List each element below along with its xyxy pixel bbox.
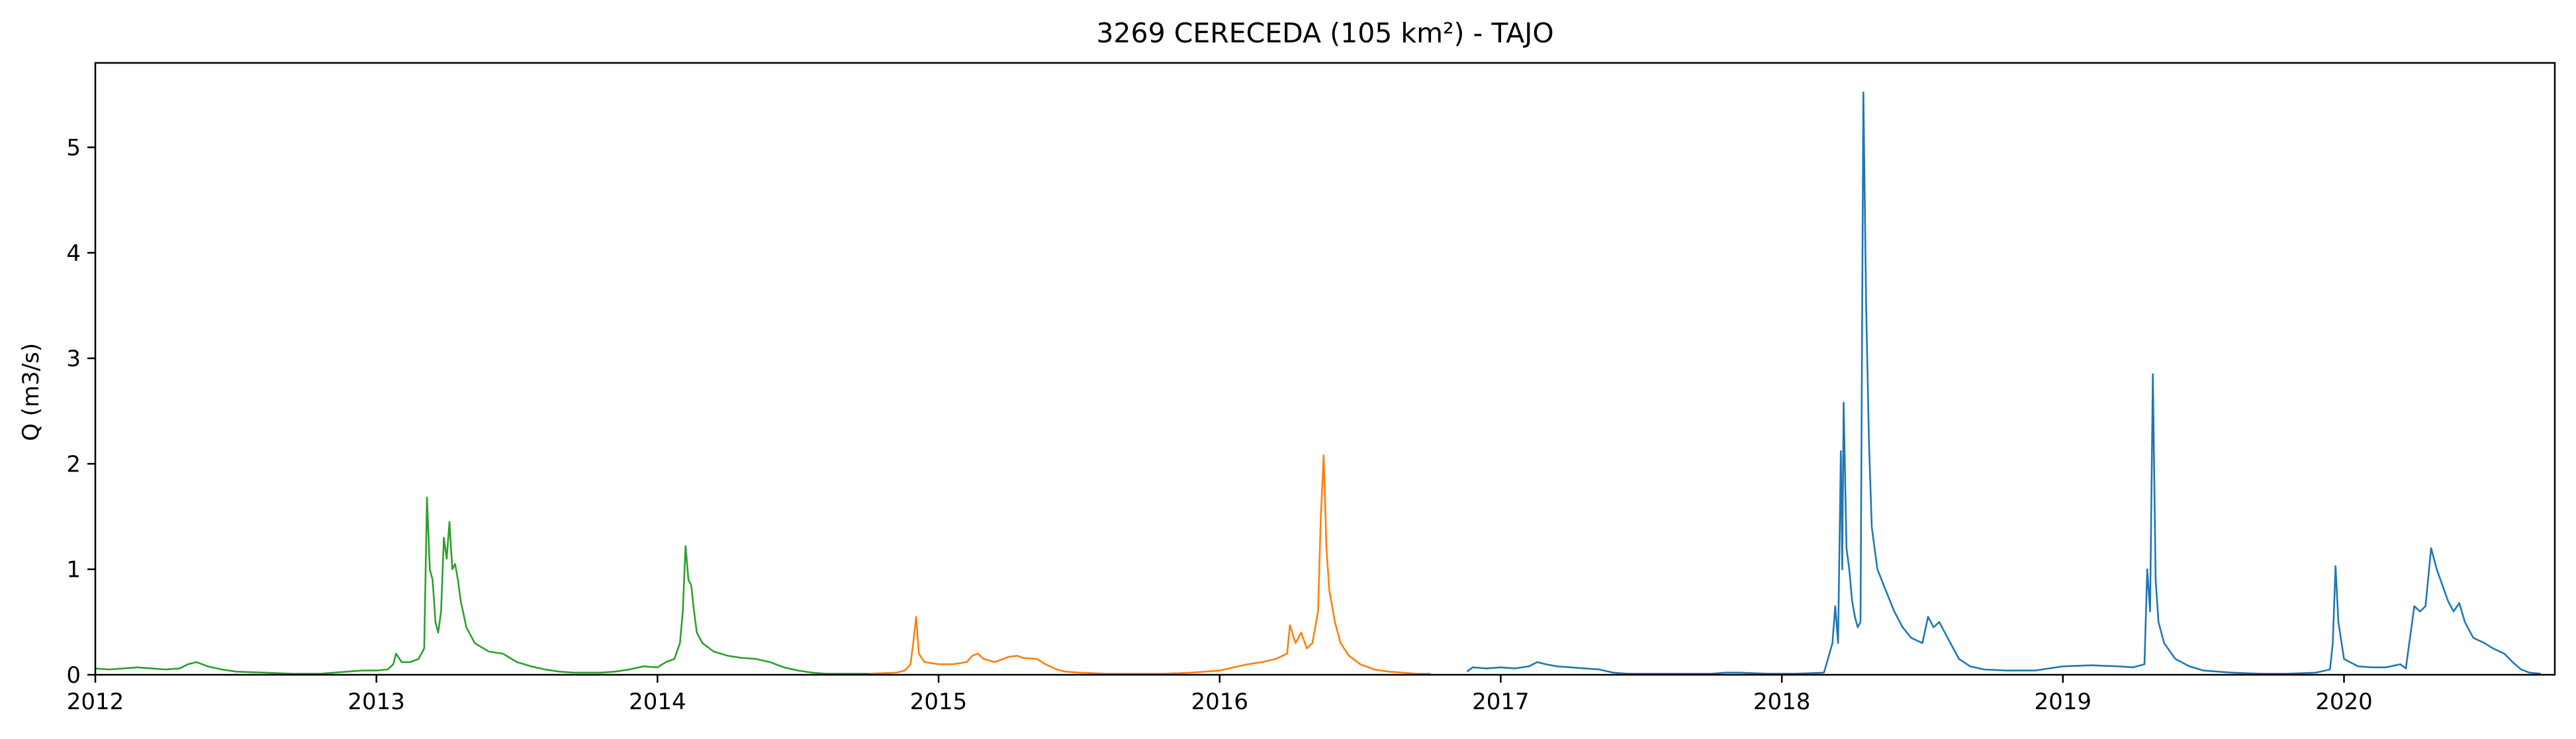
- x-tick-label: 2014: [629, 689, 686, 715]
- x-tick-label: 2013: [347, 689, 405, 715]
- x-tick-label: 2016: [1191, 689, 1248, 715]
- x-tick-label: 2018: [1753, 689, 1811, 715]
- series-line-1: [95, 497, 868, 675]
- series-line-3: [1466, 91, 2541, 675]
- ticks-layer: 2012 2013 2014 2015 2016 2017 2018 2019 2020 0 1 2 3…: [66, 134, 2372, 715]
- x-tick-label: 2019: [2035, 689, 2092, 715]
- x-tick-label: 2015: [910, 689, 968, 715]
- y-tick-label: 1: [66, 557, 81, 583]
- plot-frame: [94, 62, 2556, 676]
- y-tick-label: 0: [66, 662, 81, 689]
- series-layer: [95, 91, 2541, 675]
- y-tick-label: 5: [66, 134, 81, 161]
- x-tick-label: 2020: [2315, 689, 2373, 715]
- chart-title: 3269 CERECEDA (105 km²) - TAJO: [1096, 17, 1553, 49]
- y-tick-label: 3: [66, 346, 81, 372]
- y-tick-label: 4: [66, 240, 81, 267]
- x-tick-label: 2012: [67, 689, 124, 715]
- y-tick-label: 2: [66, 451, 81, 477]
- x-tick-label: 2017: [1472, 689, 1530, 715]
- series-line-2: [868, 454, 1431, 675]
- y-axis-label: Q (m3/s): [18, 343, 44, 441]
